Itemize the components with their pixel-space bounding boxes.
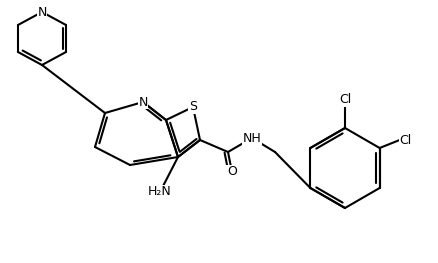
Text: NH: NH — [242, 132, 261, 144]
Text: O: O — [226, 165, 237, 179]
Text: N: N — [37, 6, 46, 18]
Text: S: S — [189, 100, 197, 114]
Text: N: N — [138, 95, 147, 109]
Text: H₂N: H₂N — [148, 185, 172, 199]
Text: Cl: Cl — [399, 134, 411, 146]
Text: Cl: Cl — [338, 93, 350, 106]
